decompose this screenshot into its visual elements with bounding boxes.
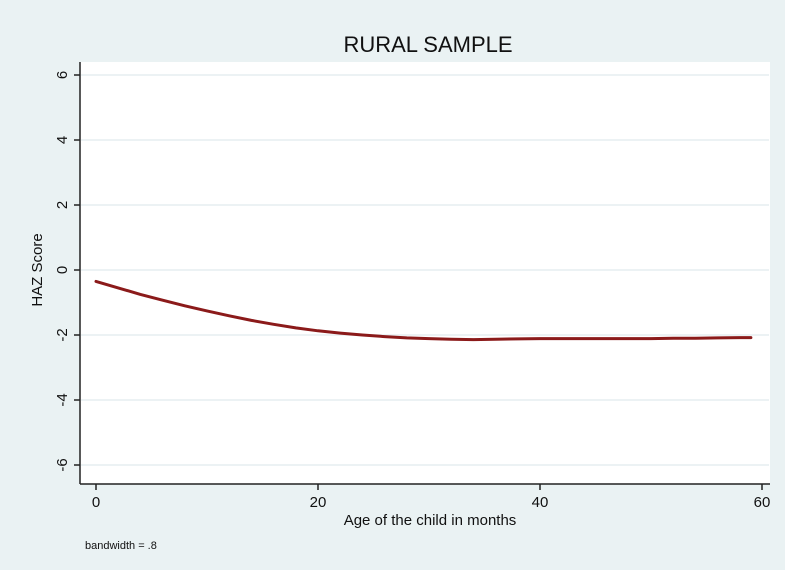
y-tick-label: 0 [54,266,71,274]
chart-title: RURAL SAMPLE [343,32,512,57]
y-tick-label: -6 [54,458,71,471]
y-tick-label: 4 [54,136,71,144]
x-tick-label: 20 [310,494,327,511]
x-tick-label: 40 [532,494,549,511]
x-tick-label: 60 [754,494,771,511]
x-ticks: 0 20 40 60 [92,484,771,511]
series-group [94,279,753,342]
y-ticks: 6 4 2 0 -2 -4 -6 [54,71,80,472]
y-tick-label: 6 [54,71,71,79]
y-tick-label: -4 [54,393,71,406]
y-tick-label: 2 [54,201,71,209]
x-axis-label: Age of the child in months [344,512,517,529]
series-line [94,279,753,342]
plot-area [80,62,770,484]
x-tick-label: 0 [92,494,100,511]
bandwidth-note: bandwidth = .8 [85,540,157,552]
y-tick-label: -2 [54,328,71,341]
grid-lines [81,74,769,466]
y-axis-label: HAZ Score [29,233,46,306]
